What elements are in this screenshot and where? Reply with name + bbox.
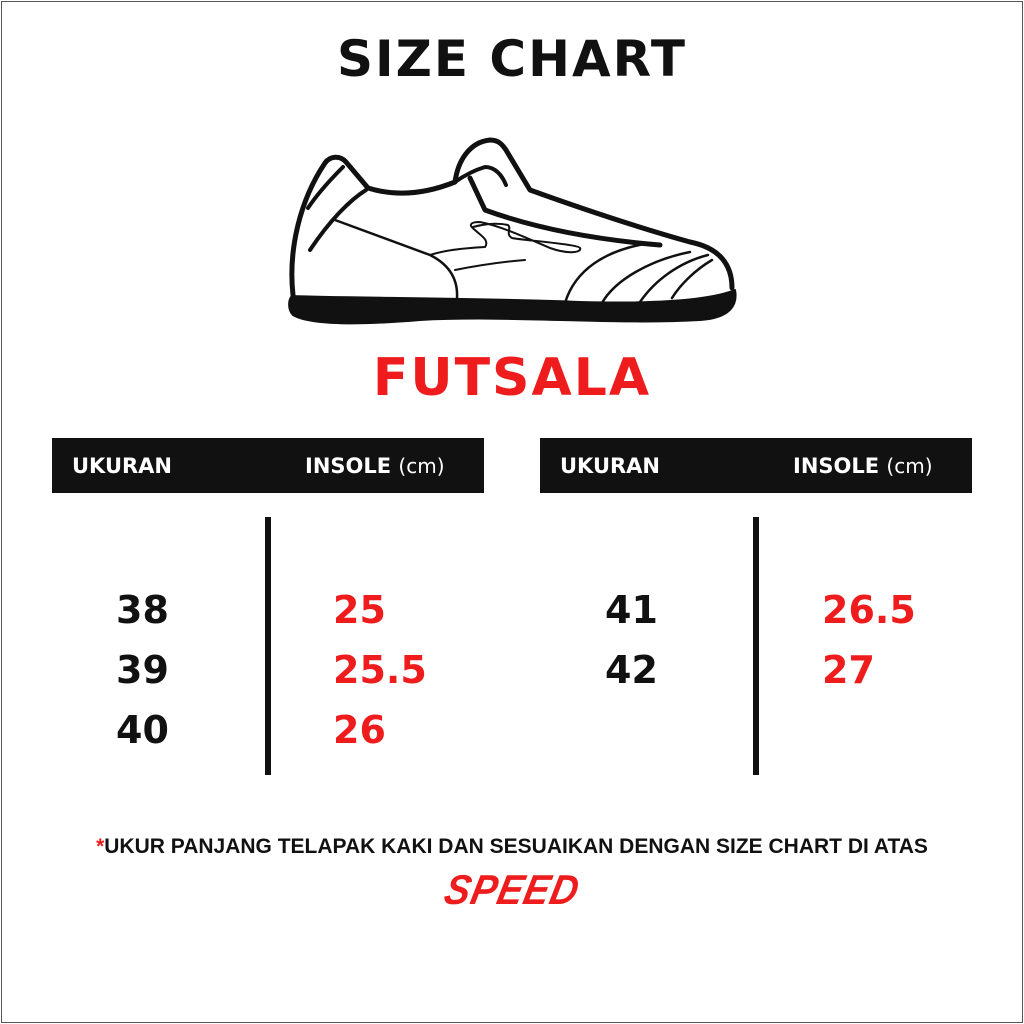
insole-value: 26.5 xyxy=(822,588,916,632)
header-insole: INSOLE (cm) xyxy=(793,454,933,478)
page-title: SIZE CHART xyxy=(336,30,688,88)
size-value: 38 xyxy=(116,588,169,632)
model-name: FUTSALA xyxy=(372,348,652,408)
header-unit: (cm) xyxy=(886,454,933,478)
insole-value: 27 xyxy=(822,648,875,692)
header-size: UKURAN xyxy=(72,454,173,478)
insole-value: 25.5 xyxy=(333,648,427,692)
column-divider xyxy=(265,517,271,775)
brand-logo: SPEED xyxy=(440,867,584,915)
header-insole: INSOLE (cm) xyxy=(305,454,445,478)
table-header-left: UKURAN INSOLE (cm) xyxy=(52,438,484,493)
header-unit: (cm) xyxy=(398,454,445,478)
size-value: 39 xyxy=(116,648,169,692)
size-value: 41 xyxy=(605,588,658,632)
column-divider xyxy=(753,517,759,775)
header-size: UKURAN xyxy=(560,454,661,478)
header-insole-label: INSOLE xyxy=(793,454,880,478)
insole-value: 25 xyxy=(333,588,386,632)
note-text: UKUR PANJANG TELAPAK KAKI DAN SESUAIKAN … xyxy=(104,835,928,858)
note-asterisk: * xyxy=(96,835,105,858)
sneaker-outline-icon xyxy=(288,137,737,325)
header-insole-label: INSOLE xyxy=(305,454,392,478)
size-value: 42 xyxy=(605,648,658,692)
table-header-right: UKURAN INSOLE (cm) xyxy=(540,438,972,493)
measurement-note: *UKUR PANJANG TELAPAK KAKI DAN SESUAIKAN… xyxy=(0,835,1024,859)
size-value: 40 xyxy=(116,708,169,752)
insole-value: 26 xyxy=(333,708,386,752)
